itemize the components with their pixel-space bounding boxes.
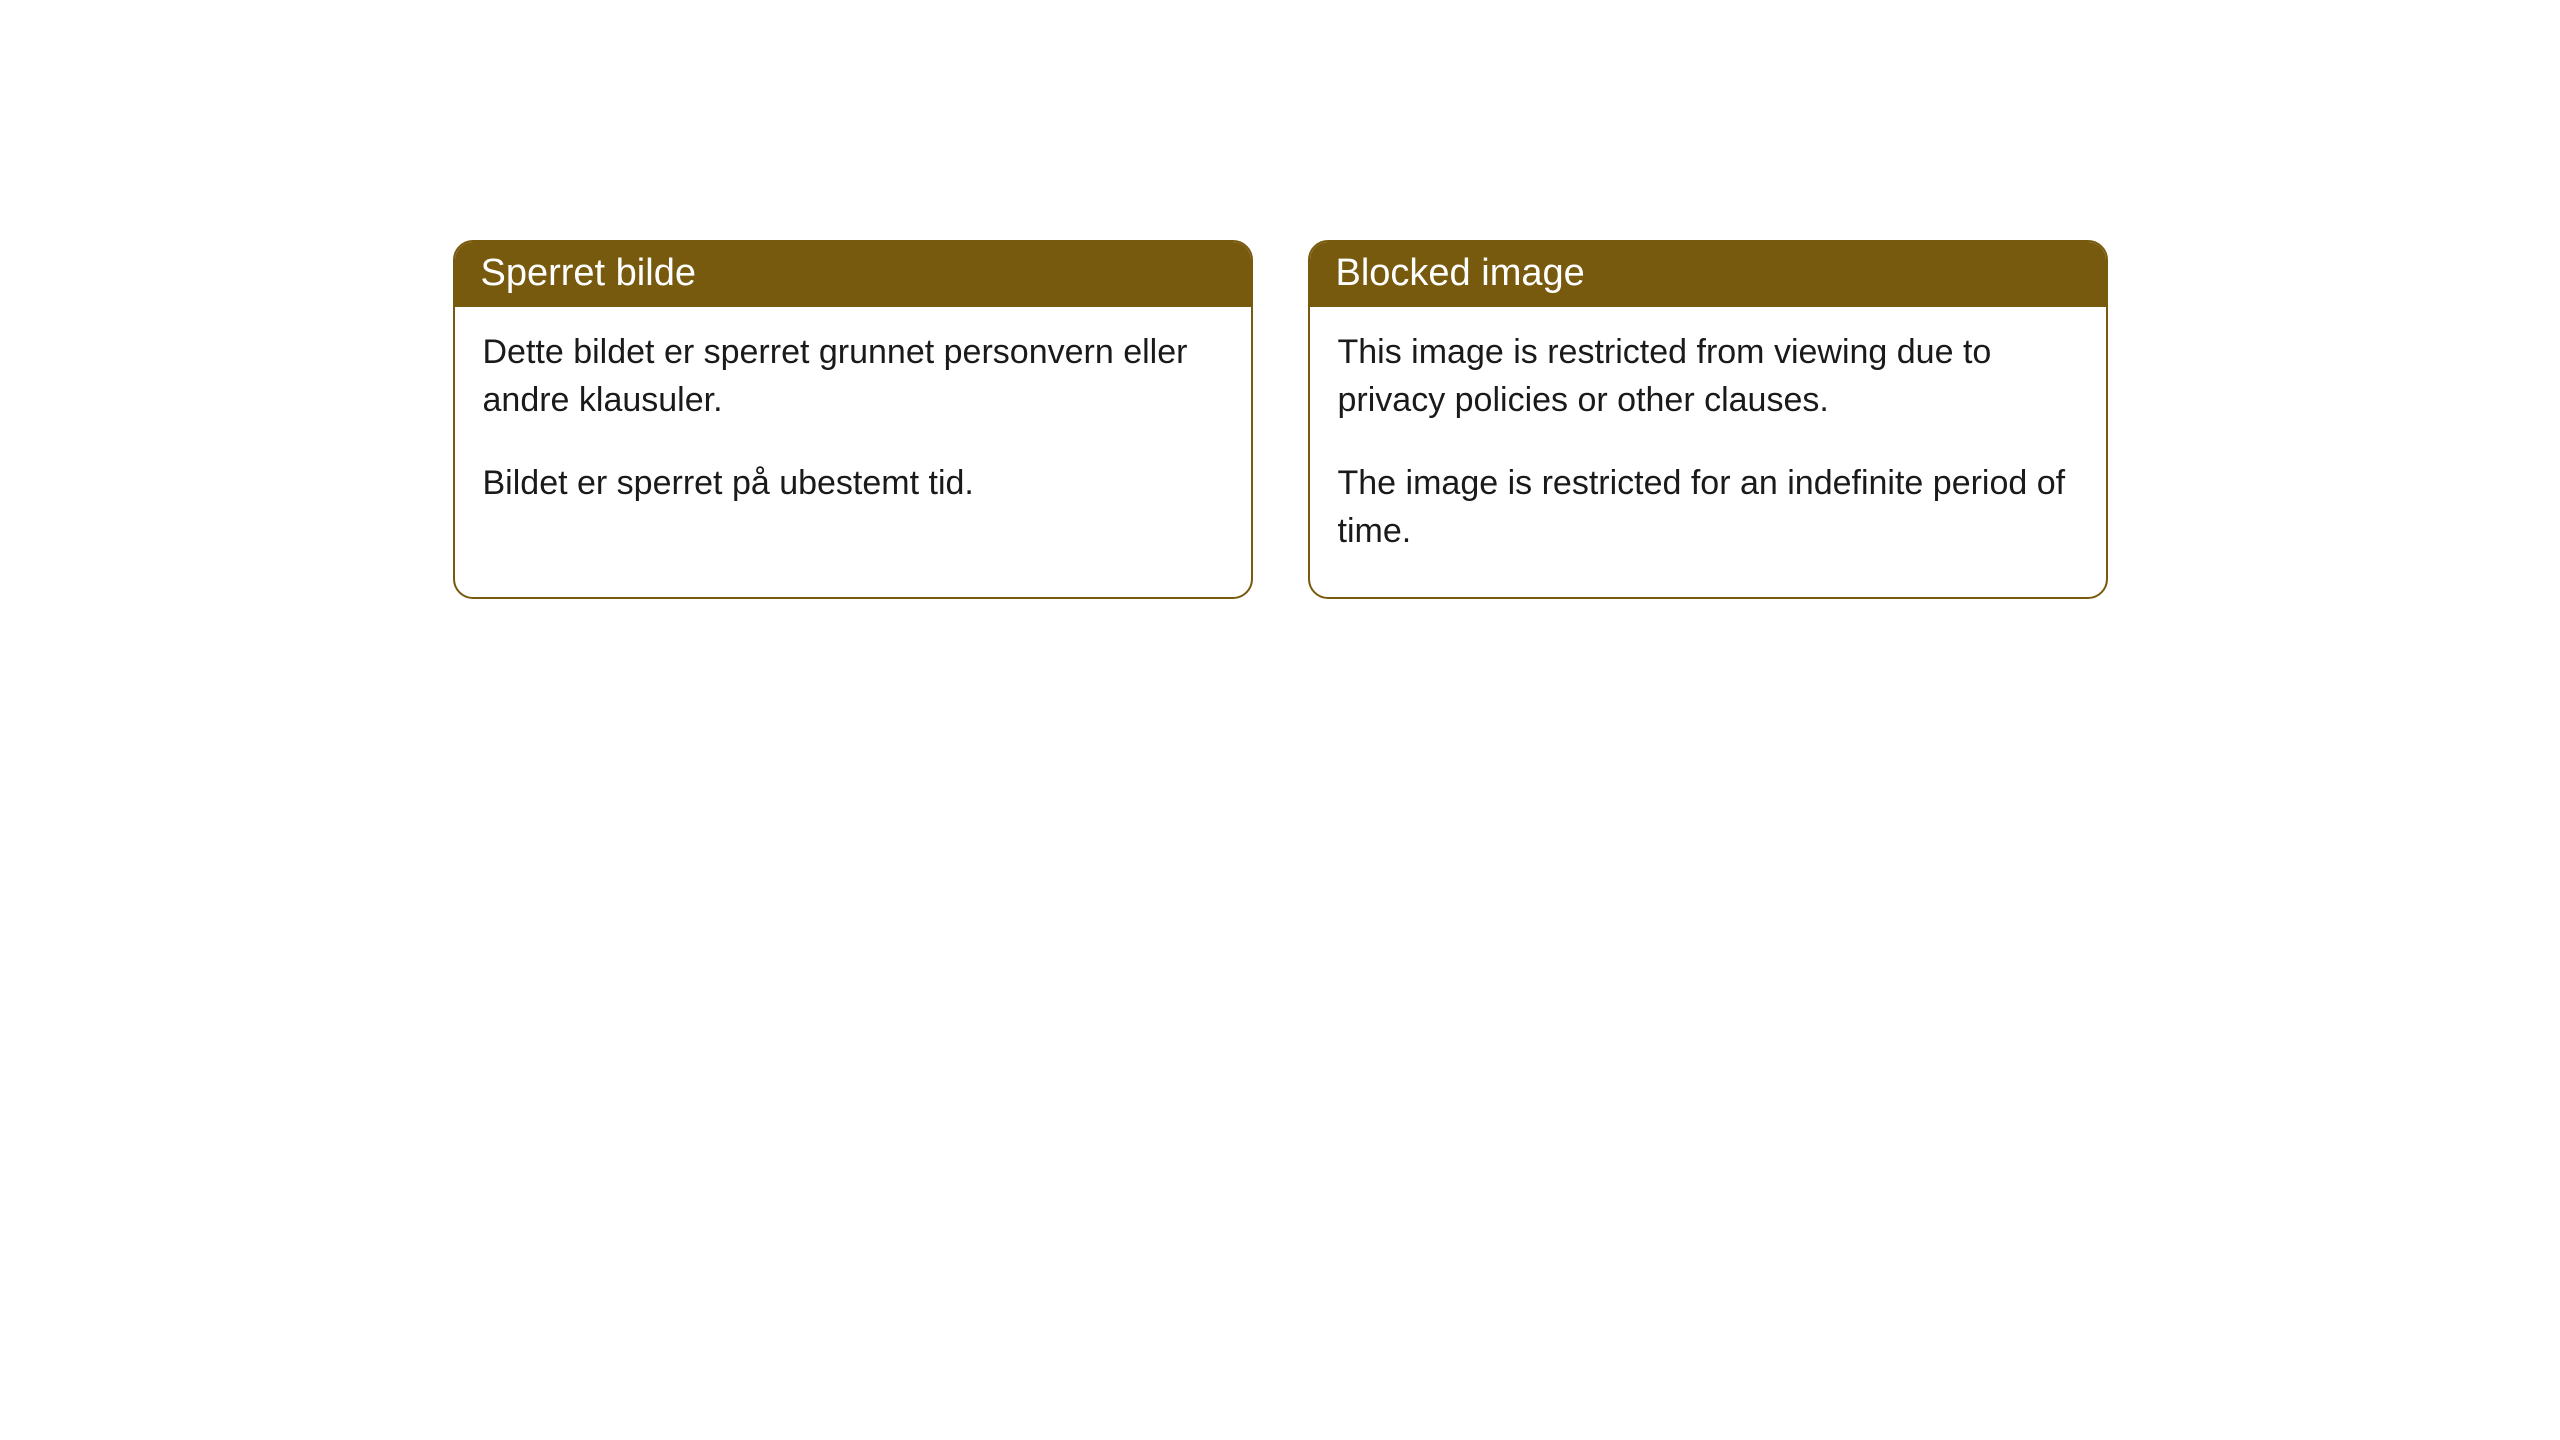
card-body: Dette bildet er sperret grunnet personve… — [455, 307, 1251, 550]
card-header: Blocked image — [1310, 242, 2106, 307]
card-body: This image is restricted from viewing du… — [1310, 307, 2106, 597]
blocked-image-card-norwegian: Sperret bilde Dette bildet er sperret gr… — [453, 240, 1253, 599]
card-paragraph-1: Dette bildet er sperret grunnet personve… — [483, 329, 1223, 424]
card-paragraph-1: This image is restricted from viewing du… — [1338, 329, 2078, 424]
card-paragraph-2: The image is restricted for an indefinit… — [1338, 460, 2078, 555]
blocked-image-card-english: Blocked image This image is restricted f… — [1308, 240, 2108, 599]
cards-container: Sperret bilde Dette bildet er sperret gr… — [0, 240, 2560, 599]
card-header: Sperret bilde — [455, 242, 1251, 307]
card-paragraph-2: Bildet er sperret på ubestemt tid. — [483, 460, 1223, 508]
